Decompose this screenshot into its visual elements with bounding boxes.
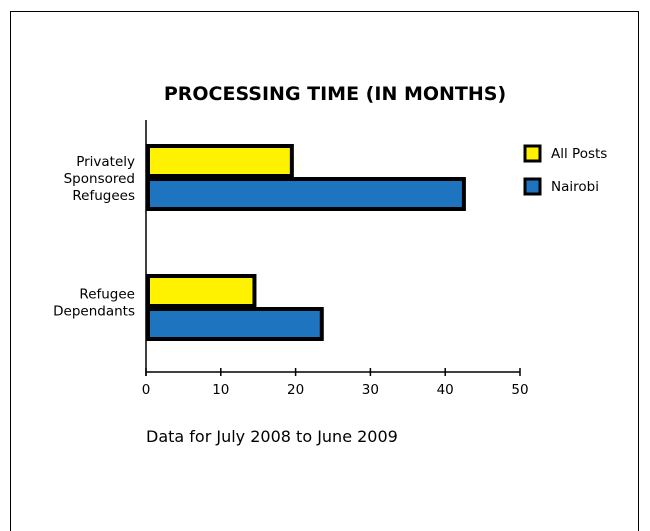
x-tick-label: 50	[511, 382, 528, 398]
legend: All Posts Nairobi	[523, 144, 607, 196]
category-label: Sponsored	[64, 171, 135, 187]
category-label: Refugees	[72, 188, 135, 204]
x-tick-label: 40	[437, 382, 454, 398]
chart-frame	[10, 11, 639, 531]
legend-swatch-nairobi	[523, 177, 542, 196]
x-tick-label: 10	[212, 382, 229, 398]
x-tick-label: 30	[362, 382, 379, 398]
bar-nairobi-0	[146, 177, 466, 211]
x-tick-label: 20	[287, 382, 304, 398]
bar-nairobi-1	[146, 307, 324, 341]
bar-chart: PROCESSING TIME (IN MONTHS) PrivatelySpo…	[53, 83, 607, 446]
bar-all-posts-1	[146, 274, 257, 308]
bar-all-posts-0	[146, 144, 294, 178]
legend-label: Nairobi	[551, 179, 599, 195]
x-tick-label: 0	[142, 382, 151, 398]
legend-swatch-all-posts	[523, 144, 542, 163]
category-label: Dependants	[53, 304, 135, 320]
legend-label: All Posts	[551, 146, 607, 162]
data-period-note: Data for July 2008 to June 2009	[146, 427, 398, 446]
category-label: Privately	[76, 154, 135, 170]
chart-title: PROCESSING TIME (IN MONTHS)	[164, 83, 506, 105]
category-label: Refugee	[79, 287, 135, 303]
